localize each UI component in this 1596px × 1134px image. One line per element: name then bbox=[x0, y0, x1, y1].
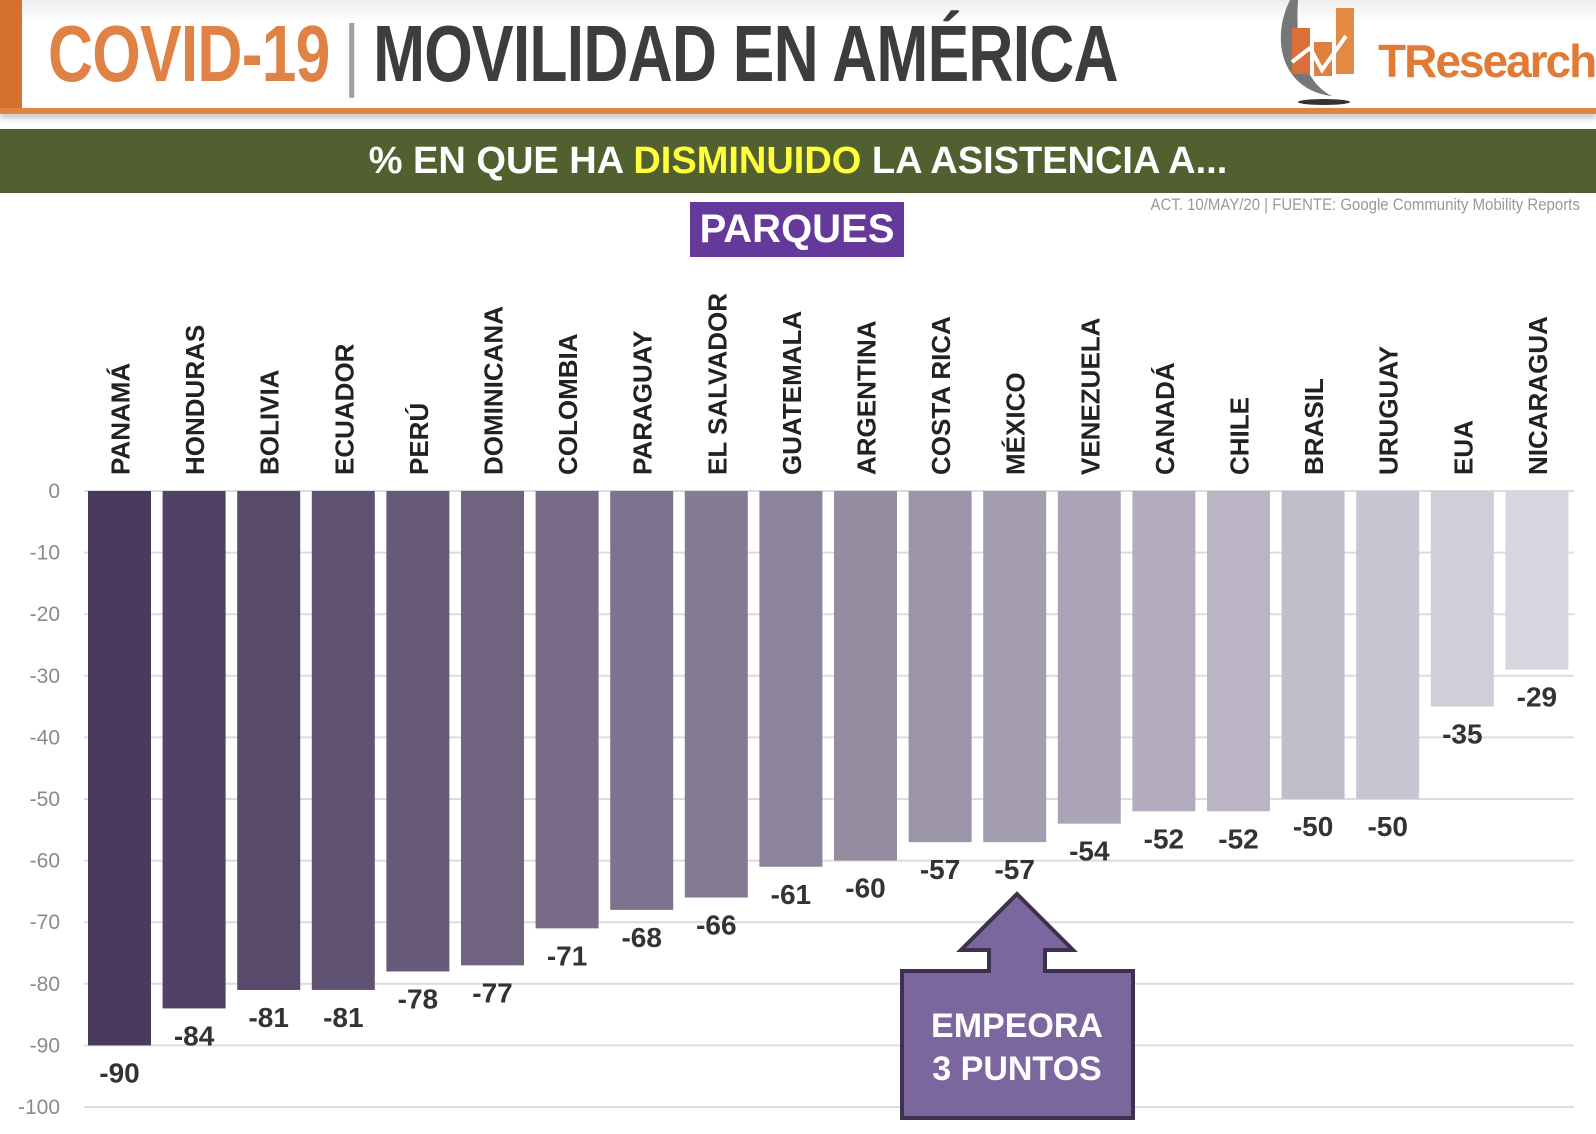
title-main: MOVILIDAD EN AMÉRICA bbox=[373, 9, 1119, 98]
bar bbox=[1430, 491, 1494, 707]
data-label: -50 bbox=[1293, 811, 1333, 842]
data-label: -68 bbox=[621, 922, 661, 953]
y-tick-label: -80 bbox=[30, 973, 60, 996]
callout-line1: EMPEORA bbox=[931, 1007, 1103, 1045]
y-tick-label: -30 bbox=[30, 665, 60, 688]
y-tick-label: -40 bbox=[30, 726, 60, 749]
x-tick-label: PARAGUAY bbox=[628, 331, 658, 475]
bar bbox=[1356, 491, 1420, 799]
x-tick-label: MÉXICO bbox=[1001, 372, 1031, 475]
bar bbox=[386, 491, 450, 972]
header-accent bbox=[0, 0, 22, 112]
x-tick-label: URUGUAY bbox=[1374, 346, 1404, 475]
data-label: -84 bbox=[174, 1020, 215, 1051]
data-label: -29 bbox=[1517, 682, 1557, 713]
bar bbox=[1505, 491, 1569, 670]
data-label: -61 bbox=[771, 879, 811, 910]
data-label: -60 bbox=[845, 873, 885, 904]
x-tick-label: VENEZUELA bbox=[1075, 317, 1105, 475]
bar bbox=[1132, 491, 1196, 812]
data-label: -81 bbox=[323, 1002, 363, 1033]
y-tick-label: -90 bbox=[30, 1034, 60, 1057]
x-tick-label: ECUADOR bbox=[329, 343, 359, 475]
bar bbox=[610, 491, 674, 910]
bar bbox=[1281, 491, 1345, 799]
x-tick-label: PANAMÁ bbox=[106, 363, 136, 475]
data-label: -35 bbox=[1442, 719, 1482, 750]
data-label: -50 bbox=[1367, 811, 1407, 842]
callout-arrow-icon bbox=[900, 891, 1135, 1120]
data-label: -66 bbox=[696, 910, 736, 941]
x-tick-label: COSTA RICA bbox=[926, 316, 956, 475]
header: COVID-19 | MOVILIDAD EN AMÉRICA TResearch bbox=[0, 0, 1596, 114]
y-tick-label: 0 bbox=[48, 480, 60, 503]
logo-text: TResearch bbox=[1378, 35, 1596, 87]
subtitle-banner: % EN QUE HA DISMINUIDO LA ASISTENCIA A..… bbox=[0, 129, 1596, 193]
x-tick-label: HONDURAS bbox=[180, 325, 210, 475]
bar bbox=[908, 491, 972, 843]
title-highlight: COVID-19 bbox=[48, 9, 330, 98]
data-label: -81 bbox=[248, 1002, 288, 1033]
y-tick-label: -20 bbox=[30, 603, 60, 626]
x-tick-label: BOLIVIA bbox=[255, 369, 285, 475]
banner-highlight: DISMINUIDO bbox=[633, 140, 862, 182]
bar bbox=[162, 491, 226, 1009]
x-tick-label: PERÚ bbox=[404, 403, 434, 475]
x-tick-label: NICARAGUA bbox=[1523, 316, 1553, 475]
data-label: -52 bbox=[1218, 823, 1258, 854]
x-tick-label: CHILE bbox=[1225, 397, 1255, 475]
x-tick-label: BRASIL bbox=[1299, 378, 1329, 475]
bar bbox=[311, 491, 375, 990]
callout-line2: 3 PUNTOS bbox=[932, 1050, 1101, 1088]
x-tick-label: COLOMBIA bbox=[553, 333, 583, 475]
data-label: -57 bbox=[994, 854, 1034, 885]
bar bbox=[983, 491, 1047, 843]
y-tick-label: -100 bbox=[18, 1096, 60, 1119]
data-label: -78 bbox=[398, 983, 438, 1014]
data-label: -52 bbox=[1144, 823, 1184, 854]
page-title: COVID-19 | MOVILIDAD EN AMÉRICA bbox=[48, 4, 1119, 104]
category-label: PARQUES bbox=[690, 202, 904, 257]
bar bbox=[237, 491, 301, 990]
data-label: -57 bbox=[920, 854, 960, 885]
data-label: -77 bbox=[472, 977, 512, 1008]
y-tick-label: -50 bbox=[30, 788, 60, 811]
bar bbox=[684, 491, 748, 898]
banner-prefix: % EN QUE HA bbox=[368, 140, 634, 182]
title-separator: | bbox=[343, 9, 360, 98]
banner-suffix: LA ASISTENCIA A... bbox=[861, 140, 1228, 182]
x-tick-label: EL SALVADOR bbox=[702, 293, 732, 475]
tresearch-logo-icon bbox=[1280, 0, 1354, 105]
bar bbox=[1057, 491, 1121, 824]
source-note: ACT. 10/MAY/20 | FUENTE: Google Communit… bbox=[1150, 195, 1580, 214]
data-label: -90 bbox=[99, 1057, 139, 1088]
data-label: -71 bbox=[547, 940, 587, 971]
x-tick-label: EUA bbox=[1448, 420, 1478, 475]
x-tick-label: DOMINICANA bbox=[479, 306, 509, 475]
x-tick-label: ARGENTINA bbox=[852, 320, 882, 475]
bar bbox=[535, 491, 599, 929]
y-tick-label: -70 bbox=[30, 911, 60, 934]
bar bbox=[88, 491, 151, 1046]
bar bbox=[759, 491, 823, 867]
bar bbox=[1207, 491, 1270, 812]
y-tick-label: -60 bbox=[30, 850, 60, 873]
data-label: -54 bbox=[1069, 836, 1110, 867]
bar bbox=[834, 491, 897, 861]
header-divider bbox=[0, 108, 1596, 114]
bar bbox=[461, 491, 524, 966]
y-tick-label: -10 bbox=[30, 542, 60, 565]
x-tick-label: GUATEMALA bbox=[777, 311, 807, 475]
x-tick-label: CANADÁ bbox=[1150, 362, 1180, 475]
